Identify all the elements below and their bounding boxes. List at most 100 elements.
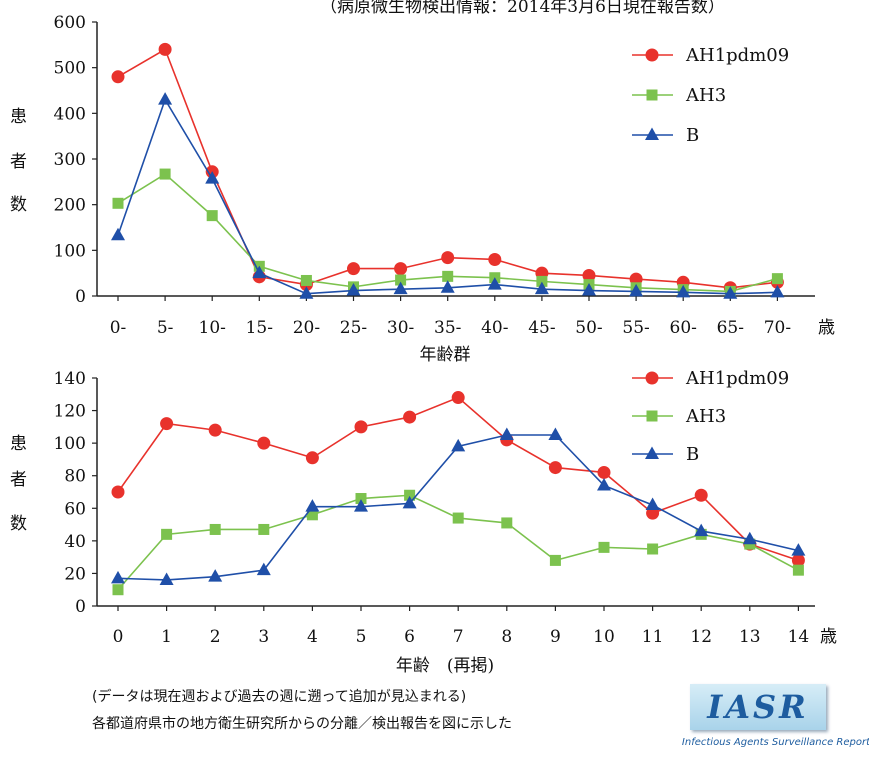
chart2-point-B (111, 570, 125, 584)
chart1-legend-label-AH3: AH3 (685, 85, 726, 106)
chart1-point-AH1pdm09 (347, 262, 360, 276)
chart1-x-tick-label: 30- (387, 318, 414, 338)
logo-subtitle: Infectious Agents Surveillance Report (681, 737, 869, 748)
chart2-point-B (208, 569, 223, 582)
chart2-point-AH3 (306, 509, 318, 521)
chart2-point-B (159, 572, 174, 585)
chart1-y-tick-label: 500 (54, 59, 86, 79)
chart2-point-AH3 (452, 512, 464, 524)
chart1-x-tick-label: 35- (434, 318, 461, 338)
chart1-y-tick-label: 400 (54, 104, 86, 124)
chart2-y-axis-title-char: 数 (10, 514, 27, 534)
chart1-point-B (534, 281, 549, 295)
chart2-x-unit-label: 歳 (820, 627, 837, 647)
chart1-point-B (487, 277, 502, 290)
chart2-point-AH3 (355, 493, 367, 505)
chart2-x-tick-label: 8 (501, 627, 512, 647)
chart2-legend-label-AH1pdm09: AH1pdm09 (685, 368, 789, 389)
chart1-y-axis-title-char: 数 (10, 195, 27, 215)
chart2-y-tick-label: 140 (54, 369, 86, 389)
chart2-point-B (499, 427, 514, 440)
chart1-x-tick-label: 10- (199, 318, 226, 338)
iasr-logo: IASR (690, 684, 826, 730)
chart2-x-tick-label: 14 (788, 627, 810, 647)
chart1-legend-marker-AH3 (646, 89, 658, 101)
chart1-point-B (723, 286, 738, 299)
chart2-y-tick-label: 20 (64, 564, 86, 584)
chart1-point-B (205, 171, 220, 184)
chart1-y-tick-label: 600 (54, 13, 86, 33)
chart2-point-AH3 (792, 564, 804, 576)
chart2-point-AH3 (209, 523, 221, 535)
chart2-point-AH1pdm09 (694, 488, 708, 502)
chart1-point-AH3 (159, 168, 171, 180)
chart2-legend-label-AH3: AH3 (685, 406, 726, 427)
chart2-point-AH3 (161, 528, 173, 540)
chart1-point-AH1pdm09 (394, 262, 408, 276)
chart2-point-AH1pdm09 (791, 553, 805, 567)
chart1-x-tick-label: 0- (110, 318, 127, 338)
chart2-point-AH1pdm09 (597, 465, 611, 479)
chart2-y-axis-title: 患者数 (10, 434, 27, 534)
chart1-point-B (582, 283, 596, 296)
chart2-point-B (451, 438, 466, 452)
chart2-point-B (645, 497, 660, 511)
chart1-point-B (393, 281, 408, 295)
chart2-point-AH3 (549, 554, 561, 566)
chart2-x-tick-label: 1 (161, 627, 172, 647)
chart1-legend-marker-B (645, 127, 659, 140)
logo-text: IASR (707, 688, 809, 726)
chart2-x-tick-label: 0 (113, 627, 124, 647)
chart2-point-B (402, 495, 417, 509)
chart1-x-axis-title: 年齢群 (420, 345, 471, 365)
chart1-legend-marker-AH1pdm09 (645, 48, 659, 62)
chart1-x-tick-label: 15- (246, 318, 273, 338)
chart1-x-tick-label: 50- (575, 318, 602, 338)
chart2-point-AH3 (112, 584, 124, 596)
chart1-x-tick-label: 20- (293, 318, 320, 338)
chart1-point-AH3 (300, 274, 312, 286)
chart2-x-tick-label: 10 (593, 627, 615, 647)
chart2-point-AH1pdm09 (208, 423, 222, 437)
chart2-point-AH1pdm09 (305, 451, 319, 465)
chart1-point-B (629, 283, 644, 297)
chart1-point-AH1pdm09 (441, 251, 455, 265)
chart1-y-axis-title: 患者数 (10, 107, 27, 215)
chart2-x-tick-label: 12 (690, 627, 712, 647)
source-note: （病原微生物検出情報：2014年3月6日現在報告数） (320, 0, 725, 17)
chart1-y-tick-label: 200 (54, 196, 86, 216)
chart1-x-tick-label: 60- (670, 318, 697, 338)
chart1-y-axis-title-char: 者 (10, 152, 27, 172)
chart1-point-AH1pdm09 (111, 70, 125, 84)
chart1-x-tick-label: 5- (157, 318, 174, 338)
chart2-point-B (548, 427, 563, 440)
chart2-point-AH3 (404, 489, 416, 501)
chart2-x-tick-label: 4 (307, 627, 318, 647)
chart2-y-tick-label: 0 (75, 597, 86, 617)
chart2-point-B (694, 523, 709, 537)
chart1-point-B (299, 286, 314, 299)
chart2-x-tick-label: 13 (739, 627, 761, 647)
chart1-point-B (676, 284, 691, 298)
chart2-x-tick-label: 7 (453, 627, 464, 647)
chart2-point-AH3 (647, 543, 659, 555)
chart1-point-AH3 (771, 273, 783, 285)
chart2-point-B (597, 477, 611, 491)
chart2-x-tick-label: 5 (356, 627, 367, 647)
chart2-y-tick-label: 60 (64, 499, 86, 519)
chart2-point-B (742, 531, 757, 545)
chart2-point-B (791, 543, 806, 556)
chart1-x-tick-label: 65- (717, 318, 744, 338)
chart2-point-B (305, 499, 320, 512)
chart1-point-B (111, 227, 125, 241)
chart1-legend-label-B: B (686, 125, 699, 146)
chart2-point-AH3 (598, 541, 610, 553)
chart2-point-AH1pdm09 (160, 417, 174, 431)
chart2-legend-marker-B (645, 446, 659, 459)
chart1-y-tick-label: 100 (54, 241, 86, 261)
chart2-point-AH3 (258, 523, 270, 535)
chart2-point-AH3 (501, 517, 513, 529)
chart2-y-tick-label: 40 (64, 532, 86, 552)
chart1-point-AH3 (112, 197, 124, 209)
